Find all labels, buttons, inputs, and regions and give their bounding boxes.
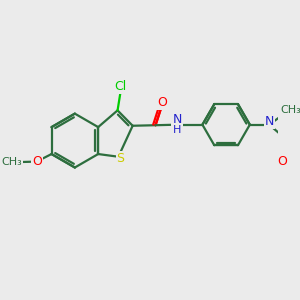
Text: N: N — [172, 113, 182, 126]
Text: N: N — [265, 116, 274, 128]
Text: CH₃: CH₃ — [1, 157, 22, 167]
Text: O: O — [277, 155, 287, 168]
Text: CH₃: CH₃ — [280, 105, 300, 116]
Text: S: S — [116, 152, 124, 165]
Text: H: H — [173, 124, 181, 134]
Text: O: O — [157, 96, 167, 110]
Text: O: O — [32, 155, 42, 168]
Text: Cl: Cl — [115, 80, 127, 93]
